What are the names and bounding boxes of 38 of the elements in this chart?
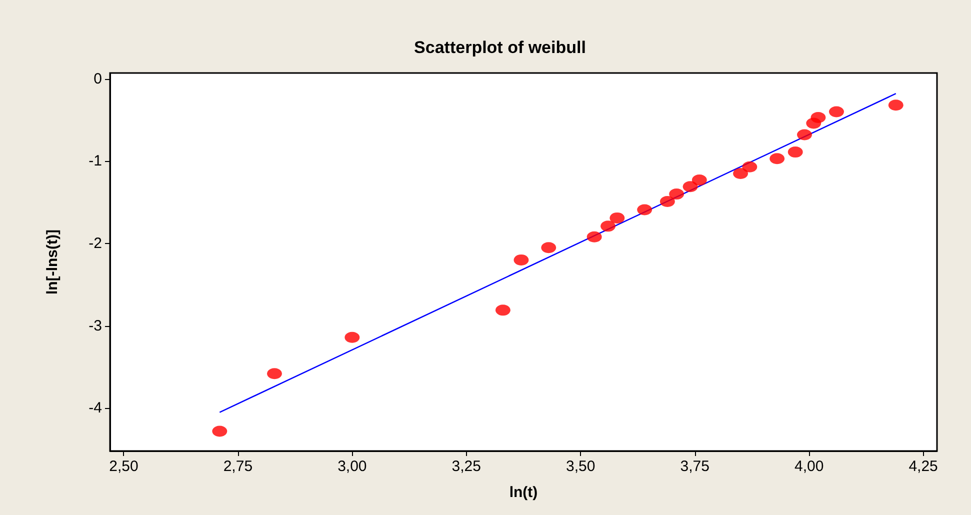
point: [212, 426, 228, 437]
y-tick-label: -4: [88, 400, 102, 417]
point: [267, 368, 282, 380]
point: [770, 153, 785, 164]
point: [514, 254, 529, 266]
point: [828, 106, 844, 118]
point: [669, 188, 684, 200]
y-tick-label: -1: [88, 152, 102, 170]
x-tick-label: 4,25: [908, 458, 938, 475]
point: [888, 100, 904, 111]
x-tick-label: 3,75: [680, 458, 710, 475]
point: [660, 196, 675, 207]
x-tick-label: 3,00: [338, 458, 367, 475]
x-tick-label: 4,00: [794, 458, 824, 475]
point: [682, 181, 698, 192]
point: [810, 112, 826, 123]
x-tick-label: 3,50: [566, 458, 596, 475]
point: [495, 304, 510, 316]
y-tick-label: -3: [88, 317, 102, 334]
point: [541, 242, 556, 254]
y-tick-label: -2: [88, 234, 102, 252]
point: [797, 129, 812, 140]
point: [610, 212, 625, 224]
point: [742, 161, 758, 172]
point: [733, 168, 748, 179]
y-axis-title: ln[-lns(t)]: [44, 230, 61, 294]
y-tick-label: 0: [94, 70, 102, 88]
x-tick-label: 3,25: [452, 458, 481, 475]
point: [586, 231, 602, 242]
point: [692, 174, 707, 186]
x-tick-label: 2,50: [109, 458, 138, 475]
x-tick-label: 2,75: [223, 458, 253, 475]
point: [344, 332, 360, 343]
point: [788, 146, 803, 158]
chart-title: Scatterplot of weibull: [414, 38, 586, 57]
point: [637, 204, 652, 216]
x-axis-title: ln(t): [509, 484, 538, 501]
point: [600, 220, 616, 232]
